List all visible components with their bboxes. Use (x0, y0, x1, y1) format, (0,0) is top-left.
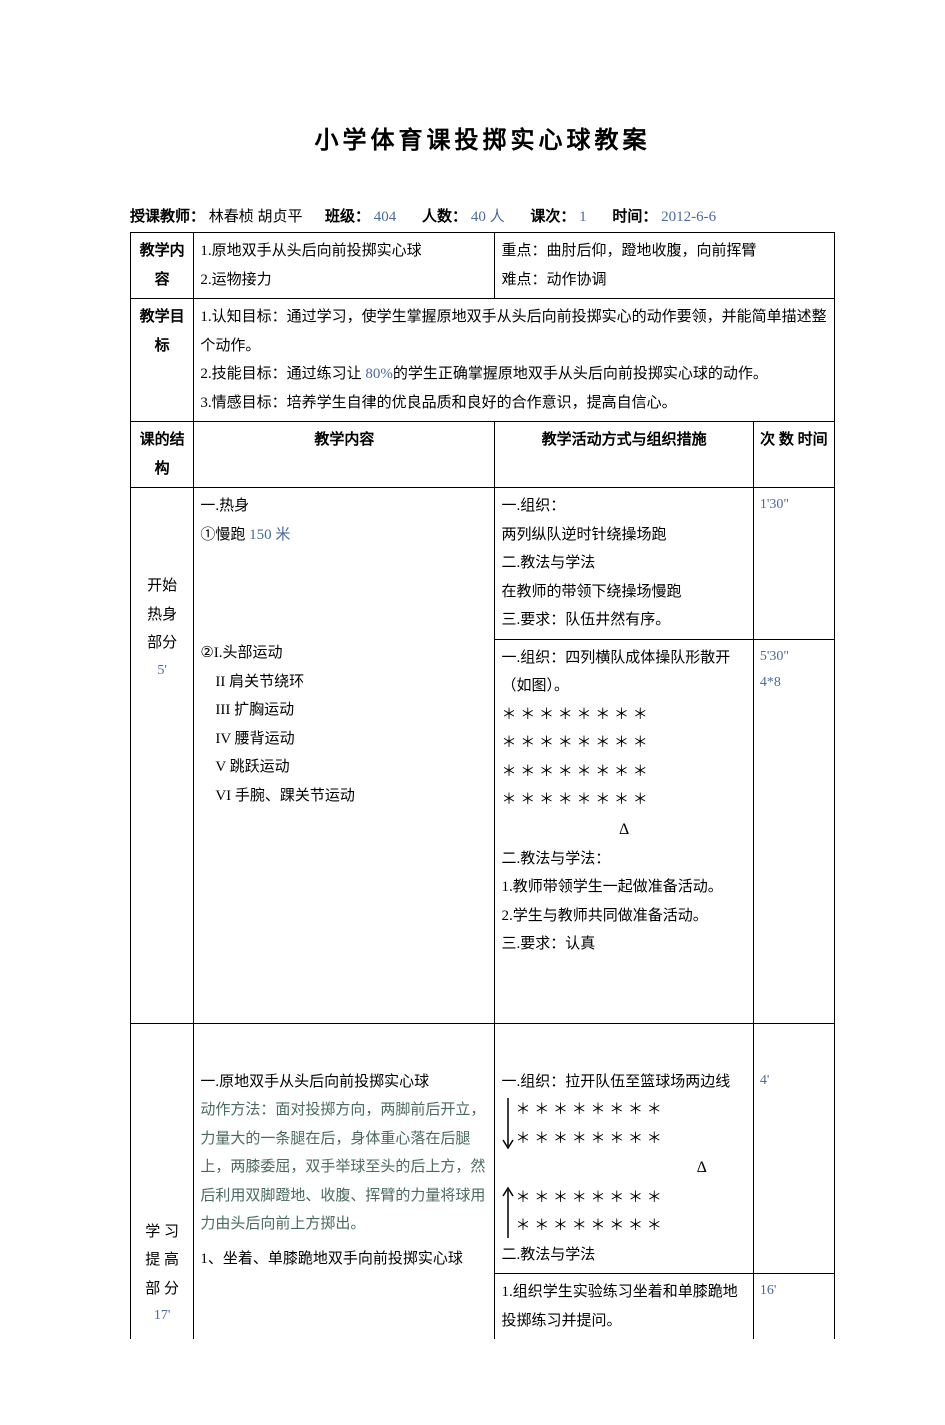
class-value: 404 (374, 209, 397, 225)
activity-line: 1.组织学生实验练习坐着和单膝跪地投掷练习并提问。 (501, 1278, 746, 1335)
warmup-content-cell: 一.热身 ①慢跑 150 米 ②I.头部运动 II 肩关节绕环 III 扩胸运动… (194, 488, 495, 1024)
content-line: ①慢跑 150 米 (200, 521, 488, 550)
activity-line: 一.组织：拉开队伍至篮球场两边线 (501, 1068, 746, 1097)
session-label: 课次： (530, 209, 575, 225)
formation-row: ＊ ＊ ＊ ＊ ＊ ＊ ＊ ＊ (501, 758, 746, 787)
content-line: III 扩胸运动 (200, 696, 488, 725)
activity-line: 2.学生与教师共同做准备活动。 (501, 902, 746, 931)
warmup-activity-cell-2: 一.组织：四列横队成体操队形散开（如图）。 ＊ ＊ ＊ ＊ ＊ ＊ ＊ ＊ ＊ … (495, 639, 753, 1023)
class-label: 班级： (325, 209, 370, 225)
formation-row: ＊ ＊ ＊ ＊ ＊ ＊ ＊ ＊ (515, 1184, 661, 1213)
table-row: 学 习 提 高 部 分 17' 一.原地双手从头后向前投掷实心球 动作方法：面对… (131, 1023, 835, 1273)
formation-group-top: ＊ ＊ ＊ ＊ ＊ ＊ ＊ ＊ ＊ ＊ ＊ ＊ ＊ ＊ ＊ ＊ (501, 1096, 746, 1153)
arrow-down-icon (501, 1096, 515, 1152)
page-title: 小学体育课投掷实心球教案 (130, 120, 835, 155)
activity-line: 一.组织： (501, 492, 746, 521)
keypoint-line: 重点：曲肘后仰，蹬地收腹，向前挥臂 (501, 237, 828, 266)
content-line: IV 腰背运动 (200, 725, 488, 754)
content-line: ②I.头部运动 (200, 639, 488, 668)
learn-content-cell: 一.原地双手从头后向前投掷实心球 动作方法：面对投掷方向，两脚前后开立，力量大的… (194, 1023, 495, 1339)
session-value: 1 (579, 209, 587, 225)
arrow-up-icon (501, 1184, 515, 1240)
page: 小学体育课投掷实心球教案 授课教师： 林春桢 胡贞平 班级： 404 人数： 4… (0, 0, 945, 1425)
activity-line: 三.要求：认真 (501, 930, 746, 959)
content-line: 一.热身 (200, 492, 488, 521)
meta-line: 授课教师： 林春桢 胡贞平 班级： 404 人数： 40 人 课次： 1 时间：… (130, 205, 835, 226)
row-label-content: 教学内容 (131, 233, 194, 299)
teacher-marker: Δ (501, 815, 746, 845)
activity-line: 三.要求：队伍井然有序。 (501, 606, 746, 635)
formation-row: ＊ ＊ ＊ ＊ ＊ ＊ ＊ ＊ (501, 786, 746, 815)
teaching-content-cell: 1.原地双手从头后向前投掷实心球 2.运物接力 (194, 233, 495, 299)
goal-line: 2.技能目标：通过练习让 80%的学生正确掌握原地双手从头后向前投掷实心球的动作… (200, 360, 828, 389)
activity-line: 在教师的带领下绕操场慢跑 (501, 578, 746, 607)
col-activity-header: 教学活动方式与组织措施 (495, 422, 753, 488)
content-line: 动作方法：面对投掷方向，两脚前后开立，力量大的一条腿在后，身体重心落在后腿上，两… (200, 1096, 488, 1239)
col-structure-header: 课的结构 (131, 422, 194, 488)
activity-line: 一.组织：四列横队成体操队形散开（如图）。 (501, 644, 746, 701)
activity-line: 二.教法与学法 (501, 1241, 746, 1270)
table-header-row: 课的结构 教学内容 教学活动方式与组织措施 次 数 时间 (131, 422, 835, 488)
learn-time-cell-2: 16' (753, 1274, 834, 1340)
formation-row: ＊ ＊ ＊ ＊ ＊ ＊ ＊ ＊ (515, 1212, 661, 1241)
formation-row: ＊ ＊ ＊ ＊ ＊ ＊ ＊ ＊ (501, 729, 746, 758)
content-line: 一.原地双手从头后向前投掷实心球 (200, 1068, 488, 1097)
structure-learn: 学 习 提 高 部 分 17' (131, 1023, 194, 1339)
col-time-header: 次 数 时间 (753, 422, 834, 488)
col-content-header: 教学内容 (194, 422, 495, 488)
formation-row: ＊ ＊ ＊ ＊ ＊ ＊ ＊ ＊ (515, 1125, 661, 1154)
time-value: 2012-6-6 (661, 209, 716, 225)
table-row: 开始 热身 部分 5' 一.热身 ①慢跑 150 米 ②I.头部运动 II 肩关… (131, 488, 835, 640)
row-label-goals: 教学目标 (131, 299, 194, 422)
formation-group-bottom: ＊ ＊ ＊ ＊ ＊ ＊ ＊ ＊ ＊ ＊ ＊ ＊ ＊ ＊ ＊ ＊ (501, 1184, 746, 1241)
activity-line: 二.教法与学法： (501, 845, 746, 874)
teacher-marker: Δ (501, 1153, 746, 1183)
goal-line: 1.认知目标：通过学习，使学生掌握原地双手从头后向前投掷实心的动作要领，并能简单… (200, 303, 828, 360)
warmup-time-cell-2: 5'30" 4*8 (753, 639, 834, 1023)
learn-time-cell-1: 4' (753, 1023, 834, 1273)
activity-line: 两列纵队逆时针绕操场跑 (501, 521, 746, 550)
formation-row: ＊ ＊ ＊ ＊ ＊ ＊ ＊ ＊ (515, 1096, 661, 1125)
content-line: 1、坐着、单膝跪地双手向前投掷实心球 (200, 1245, 488, 1274)
activity-line: 1.教师带领学生一起做准备活动。 (501, 873, 746, 902)
count-value: 40 人 (471, 209, 505, 225)
learn-activity-cell-1: 一.组织：拉开队伍至篮球场两边线 ＊ ＊ ＊ ＊ ＊ ＊ ＊ ＊ ＊ ＊ ＊ ＊… (495, 1023, 753, 1273)
structure-warmup: 开始 热身 部分 5' (131, 488, 194, 1024)
content-line: 1.原地双手从头后向前投掷实心球 (200, 237, 488, 266)
count-label: 人数： (422, 209, 467, 225)
key-difficulty-cell: 重点：曲肘后仰，蹬地收腹，向前挥臂 难点：动作协调 (495, 233, 835, 299)
table-row: 教学目标 1.认知目标：通过学习，使学生掌握原地双手从头后向前投掷实心的动作要领… (131, 299, 835, 422)
difficulty-line: 难点：动作协调 (501, 266, 828, 295)
content-line: VI 手腕、踝关节运动 (200, 782, 488, 811)
activity-line: 二.教法与学法 (501, 549, 746, 578)
goals-cell: 1.认知目标：通过学习，使学生掌握原地双手从头后向前投掷实心的动作要领，并能简单… (194, 299, 835, 422)
content-line: II 肩关节绕环 (200, 668, 488, 697)
content-line: V 跳跃运动 (200, 753, 488, 782)
warmup-time-cell-1: 1'30" (753, 488, 834, 640)
teacher-label: 授课教师： (130, 209, 205, 225)
lesson-plan-table: 教学内容 1.原地双手从头后向前投掷实心球 2.运物接力 重点：曲肘后仰，蹬地收… (130, 232, 835, 1339)
content-line: 2.运物接力 (200, 266, 488, 295)
learn-activity-cell-2: 1.组织学生实验练习坐着和单膝跪地投掷练习并提问。 (495, 1274, 753, 1340)
table-row: 教学内容 1.原地双手从头后向前投掷实心球 2.运物接力 重点：曲肘后仰，蹬地收… (131, 233, 835, 299)
time-label: 时间： (612, 209, 657, 225)
teacher-value: 林春桢 胡贞平 (209, 209, 303, 225)
goal-line: 3.情感目标：培养学生自律的优良品质和良好的合作意识，提高自信心。 (200, 389, 828, 418)
formation-row: ＊ ＊ ＊ ＊ ＊ ＊ ＊ ＊ (501, 701, 746, 730)
warmup-activity-cell-1: 一.组织： 两列纵队逆时针绕操场跑 二.教法与学法 在教师的带领下绕操场慢跑 三… (495, 488, 753, 640)
